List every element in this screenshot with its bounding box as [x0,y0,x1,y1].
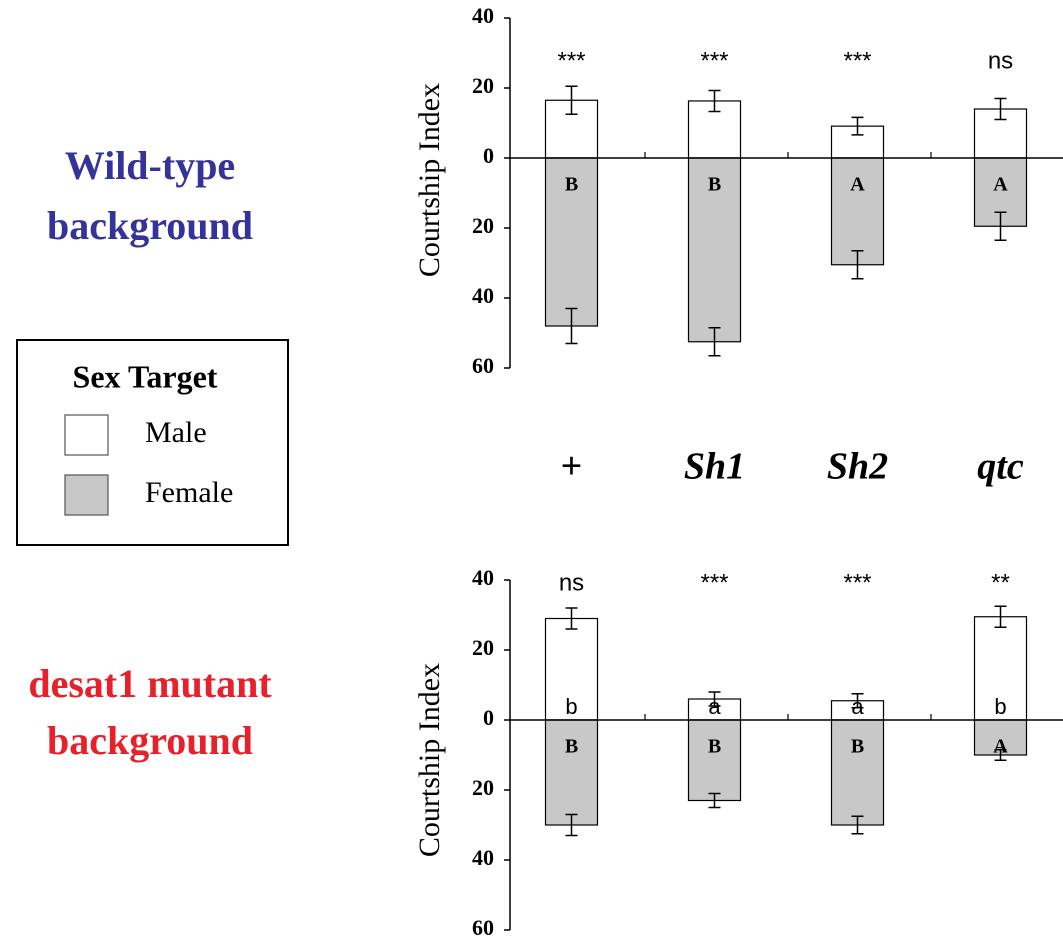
group-letter: B [565,174,578,196]
y-tick-label: 20 [472,213,494,238]
significance: *** [557,47,585,74]
significance: *** [843,47,871,74]
category-label: Sh1 [684,446,745,488]
group-letter: B [708,736,721,758]
y-tick-label: 40 [472,845,494,870]
error-bar [708,792,721,809]
y-axis-label: Courtship Index [413,83,446,277]
y-tick-label: 60 [472,915,494,940]
error-bar [565,85,578,115]
significance: ** [991,569,1010,596]
group-letter: a [851,694,864,719]
category-label: Sh2 [827,446,888,488]
group-letter: A [993,174,1008,196]
y-tick-label: 60 [472,353,494,378]
bar [830,125,885,159]
legend-title: Sex Target [73,358,218,394]
error-bar [565,607,578,630]
category-label: qtc [977,446,1024,488]
legend-swatch [64,414,109,456]
error-bar [851,250,864,280]
group-letter: B [851,736,864,758]
group-letter: a [708,694,721,719]
y-axis-label: Courtship Index [413,663,446,857]
error-bar [994,97,1007,121]
error-bar [851,693,864,709]
significance: *** [700,47,728,74]
error-bar [565,307,578,345]
error-bar [994,211,1007,241]
y-tick-label: 40 [472,565,494,590]
bar [830,157,885,266]
y-tick-label: 40 [472,3,494,28]
panel-label: background [47,718,253,763]
error-bar [994,749,1007,761]
bar [687,719,742,802]
bar [973,616,1028,721]
y-tick-label: 0 [483,705,494,730]
panel-label: Wild-type [65,143,235,188]
y-tick-label: 0 [483,143,494,168]
significance: *** [843,569,871,596]
group-letter: b [565,694,577,719]
group-letter: A [993,736,1008,758]
group-letter: B [565,736,578,758]
error-bar [851,815,864,835]
y-tick-label: 20 [472,775,494,800]
group-letter: B [708,174,721,196]
error-bar [708,327,721,357]
bar [830,719,885,826]
error-bar [994,605,1007,628]
legend-swatch [64,474,109,516]
group-letter: b [994,694,1006,719]
y-tick-label: 20 [472,73,494,98]
panel-label: background [47,203,253,248]
error-bar [708,89,721,113]
error-bar [851,116,864,136]
legend-label: Female [145,476,233,509]
significance: *** [700,569,728,596]
y-tick-label: 20 [472,635,494,660]
y-tick-label: 40 [472,283,494,308]
legend-label: Male [145,416,207,449]
error-bar [565,813,578,837]
error-bar [708,691,721,707]
significance: ns [988,47,1013,74]
category-label: + [561,446,583,488]
bar [544,617,599,721]
panel-label: desat1 mutant [28,661,272,706]
group-letter: A [850,174,865,196]
bar [687,157,742,343]
significance: ns [559,569,584,596]
legend-box [16,339,289,546]
